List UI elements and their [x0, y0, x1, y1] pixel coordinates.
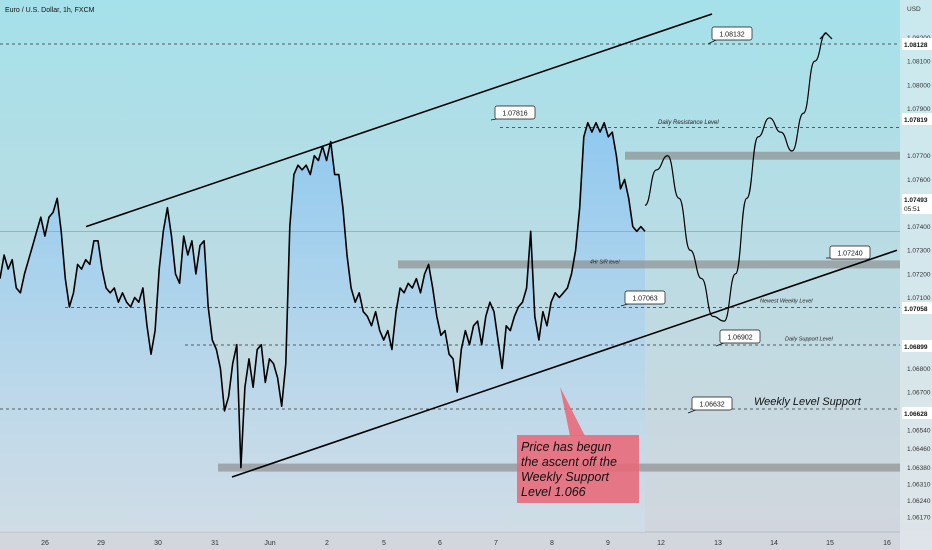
price-badge: 1.06628 [904, 411, 928, 418]
callout-text: 1.06632 [699, 402, 724, 409]
price-tick-label: 1.06700 [907, 389, 931, 396]
price-axis-panel [900, 0, 932, 550]
price-line [0, 121, 646, 469]
price-tick-label: 1.06240 [907, 498, 931, 505]
price-badge-bg [902, 113, 932, 125]
price-tick-label: 1.08100 [907, 59, 931, 66]
annotation-bg [517, 435, 639, 503]
price-badge: 1.06899 [904, 344, 928, 351]
price-tick-label: 1.06310 [907, 482, 931, 489]
price-tick-label: 1.06540 [907, 427, 931, 434]
level-label-weekly-support: Weekly Level Support [754, 396, 862, 408]
channel-lower-line [231, 249, 898, 478]
price-badge-bg [902, 302, 932, 314]
price-badge-bg [902, 340, 932, 352]
level-label: 4Hr S/R level [590, 259, 620, 265]
callout-box [691, 396, 733, 411]
channel-upper-line [85, 13, 713, 228]
current-price-badge: 1.07493 [904, 197, 928, 204]
date-tick-label: 14 [770, 540, 778, 547]
date-tick-label: 15 [826, 540, 834, 547]
annotation-line: the ascent off the [521, 455, 617, 469]
annotation-pointer [560, 387, 585, 436]
callout-box [719, 329, 761, 344]
level-label: Daily Resistance Level [658, 120, 719, 126]
date-tick-label: 30 [154, 540, 162, 547]
price-tick-label: 1.08000 [907, 82, 931, 89]
callout-box [624, 290, 666, 305]
price-badge: 1.07819 [904, 117, 928, 124]
chart-title: Euro / U.S. Dollar, 1h, FXCM [5, 7, 95, 14]
annotation-line: Level 1.066 [521, 485, 586, 499]
date-tick-label: 26 [41, 540, 49, 547]
current-price-badge-bg [902, 194, 932, 214]
price-area-fill [0, 122, 645, 532]
price-tick-label: 1.07900 [907, 106, 931, 113]
date-tick-label: 5 [382, 540, 386, 547]
date-tick-label: 2 [325, 540, 329, 547]
callout-text: 1.07816 [502, 111, 527, 118]
date-tick-label: 9 [606, 540, 610, 547]
price-tick-label: 1.07100 [907, 295, 931, 302]
date-tick-label: 31 [211, 540, 219, 547]
price-tick-label: 1.06380 [907, 465, 931, 472]
date-tick-label: 12 [657, 540, 665, 547]
level-label: Daily Support Level [785, 337, 833, 343]
price-tick-label: 1.06170 [907, 515, 931, 522]
candle-countdown: 05:51 [904, 206, 921, 213]
price-badge-bg [902, 407, 932, 419]
price-callout: 1.06632 [687, 396, 733, 414]
price-badge-bg [902, 38, 932, 50]
price-tick-label: 1.07200 [907, 271, 931, 278]
price-callout: 1.06902 [715, 329, 761, 347]
callout-text: 1.07240 [837, 251, 862, 258]
price-tick-label: 1.06460 [907, 446, 931, 453]
date-tick-label: 6 [438, 540, 442, 547]
callout-text: 1.07063 [632, 296, 657, 303]
date-tick-label: 29 [97, 540, 105, 547]
callout-box [494, 105, 536, 120]
annotation-line: Price has begun [521, 440, 611, 454]
annotation-line: Weekly Support [521, 470, 610, 484]
price-tick-label: 1.07600 [907, 177, 931, 184]
date-tick-label: 8 [550, 540, 554, 547]
price-tick-label: 1.07400 [907, 224, 931, 231]
date-tick-label: 16 [883, 540, 891, 547]
price-tick-label: 1.07700 [907, 153, 931, 160]
price-tick-label: 1.07300 [907, 248, 931, 255]
price-callout: 1.07063 [620, 290, 666, 307]
date-tick-label: 13 [714, 540, 722, 547]
sr-zone [398, 260, 900, 269]
callout-box [711, 26, 753, 41]
projection-path [644, 32, 827, 322]
callout-box [829, 245, 871, 260]
price-badge: 1.08128 [904, 42, 928, 49]
sr-zone [625, 151, 900, 160]
price-tick-label: 1.06800 [907, 366, 931, 373]
date-tick-label: Jun [264, 540, 275, 547]
currency-label: USD [907, 6, 921, 13]
level-label: Newest Weekly Level [760, 299, 813, 305]
date-tick-label: 7 [494, 540, 498, 547]
price-callout: 1.07816 [490, 105, 536, 121]
callout-text: 1.06902 [727, 335, 752, 342]
projection-arrowhead [819, 32, 833, 40]
price-callout: 1.07240 [826, 245, 871, 260]
price-badge: 1.07058 [904, 306, 928, 313]
callout-text: 1.08132 [719, 32, 744, 39]
price-callout: 1.08132 [707, 26, 753, 45]
